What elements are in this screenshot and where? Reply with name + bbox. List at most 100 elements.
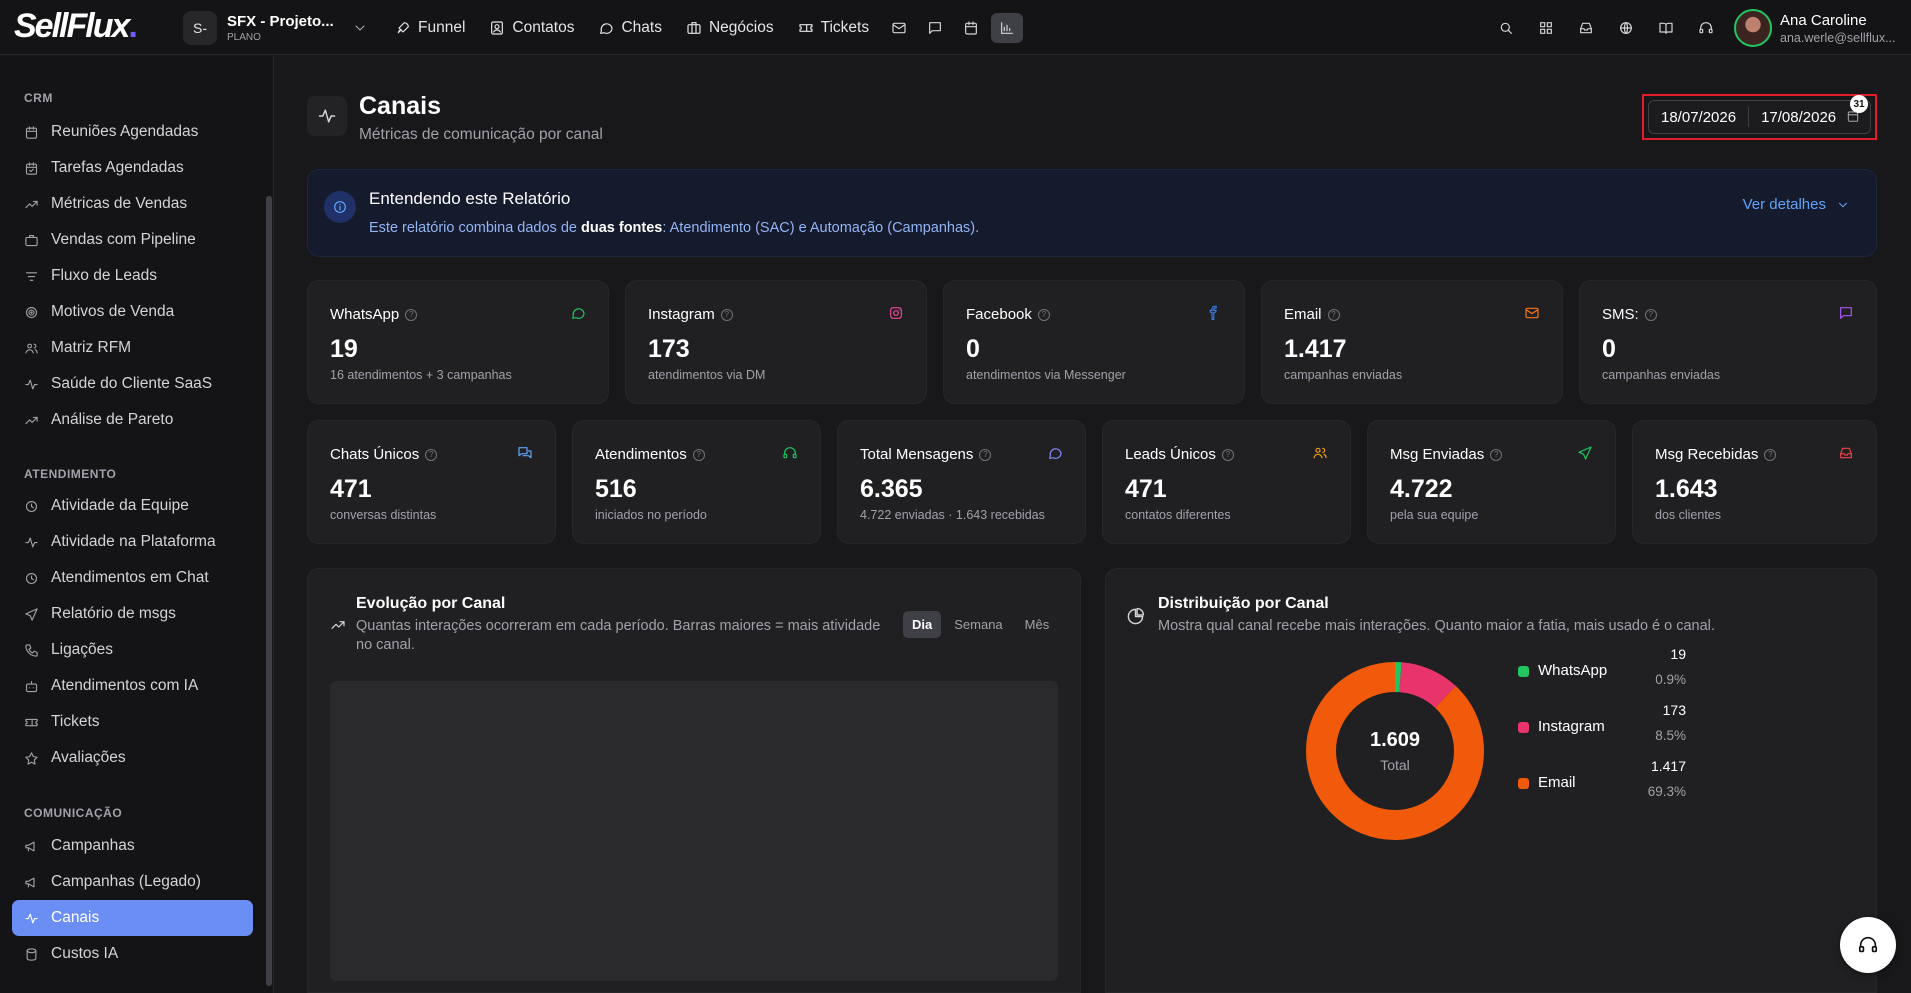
donut-slice-email[interactable]: [1306, 662, 1484, 840]
chat-icon: [600, 23, 614, 34]
sidebar-item-tickets[interactable]: Tickets: [12, 704, 253, 740]
card-instagram: Instagram? 173 atendimentos via DM: [625, 280, 927, 404]
sidebar-item-label: Fluxo de Leads: [51, 267, 157, 284]
sidebar-item-atividade-na-plataforma[interactable]: Atividade na Plataforma: [12, 524, 253, 560]
help-icon[interactable]: ?: [425, 448, 438, 461]
user-menu[interactable]: Ana Caroline ana.werle@sellflux...: [1734, 9, 1896, 47]
project-name: SFX - Projeto...: [227, 13, 334, 30]
tab-semana[interactable]: Semana: [954, 617, 1003, 632]
nav-reports[interactable]: [991, 13, 1024, 43]
megaphone-icon: [25, 841, 35, 851]
nav-contatos[interactable]: Contatos: [479, 12, 584, 44]
card-whatsapp: WhatsApp? 19 16 atendimentos + 3 campanh…: [307, 280, 609, 404]
docs-button[interactable]: [1650, 12, 1682, 44]
sidebar-item-motivos-de-venda[interactable]: Motivos de Venda: [12, 294, 253, 330]
help-icon[interactable]: ?: [1327, 308, 1340, 321]
sidebar-item-tarefas-agendadas[interactable]: Tarefas Agendadas: [12, 150, 253, 186]
date-range-field[interactable]: 18/07/2026 17/08/2026 31: [1648, 95, 1871, 134]
legend-item-email[interactable]: Email 1.417 69.3%: [1518, 758, 1686, 806]
sidebar-item-atividade-da-equipe[interactable]: Atividade da Equipe: [12, 488, 253, 524]
card-label: Chats Únicos?: [330, 446, 438, 463]
search-button[interactable]: [1490, 12, 1522, 44]
help-icon[interactable]: ?: [720, 308, 733, 321]
sidebar: CRM Reuniões Agendadas Tarefas Agendadas…: [0, 56, 274, 993]
card-label: Facebook?: [966, 306, 1050, 323]
sellflux-logo[interactable]: SellFlux.: [14, 7, 138, 45]
sidebar-item-analise-de-pareto[interactable]: Análise de Pareto: [12, 402, 253, 438]
sidebar-item-campanhas-legado[interactable]: Campanhas (Legado): [12, 864, 253, 900]
nav-messages[interactable]: [919, 13, 951, 43]
trending-up-icon: [25, 416, 38, 424]
info-title: Entendendo este Relatório: [369, 189, 571, 208]
sidebar-item-campanhas[interactable]: Campanhas: [12, 828, 253, 864]
tab-dia[interactable]: Dia: [903, 611, 942, 638]
sidebar-item-custos-ia[interactable]: Custos IA: [12, 936, 253, 972]
apps-button[interactable]: [1530, 12, 1562, 44]
ticket-icon: [25, 718, 38, 726]
sidebar-item-metricas-de-vendas[interactable]: Métricas de Vendas: [12, 186, 253, 222]
support-chat-button[interactable]: [1840, 917, 1896, 973]
sidebar-item-fluxo-de-leads[interactable]: Fluxo de Leads: [12, 258, 253, 294]
see-details-button[interactable]: Ver detalhes: [1743, 196, 1850, 213]
nav-calendar[interactable]: [955, 13, 987, 43]
help-icon[interactable]: ?: [1037, 308, 1050, 321]
date-end[interactable]: 17/08/2026: [1761, 108, 1837, 126]
nav-email[interactable]: [883, 13, 915, 43]
date-separator: [1748, 107, 1750, 127]
nav-chats[interactable]: Chats: [588, 12, 672, 44]
card-msg-enviadas: Msg Enviadas? 4.722 pela sua equipe: [1367, 420, 1616, 544]
calendar-check-icon: [25, 161, 38, 175]
calendar-icon[interactable]: [1846, 109, 1860, 123]
briefcase-icon: [687, 22, 701, 34]
help-icon[interactable]: ?: [1644, 308, 1657, 321]
sidebar-item-matriz-rfm[interactable]: Matriz RFM: [12, 330, 253, 366]
card-value: 173: [648, 335, 690, 363]
help-icon[interactable]: ?: [979, 448, 992, 461]
nav-negocios[interactable]: Negócios: [676, 12, 784, 44]
card-facebook: Facebook? 0 atendimentos via Messenger: [943, 280, 1245, 404]
legend-swatch: [1518, 666, 1529, 677]
inbox-button[interactable]: [1570, 12, 1602, 44]
project-plan: PLANO: [227, 32, 261, 43]
sidebar-scrollbar[interactable]: [266, 196, 272, 986]
help-icon[interactable]: ?: [1490, 448, 1503, 461]
message-circle-icon: [1049, 448, 1062, 459]
sidebar-item-relatorio-de-msgs[interactable]: Relatório de msgs: [12, 596, 253, 632]
legend-swatch: [1518, 778, 1529, 789]
headset-icon: [1858, 936, 1878, 953]
date-range-picker[interactable]: 18/07/2026 17/08/2026 31: [1642, 94, 1877, 140]
sidebar-item-ligacoes[interactable]: Ligações: [12, 632, 253, 668]
language-button[interactable]: [1610, 12, 1642, 44]
support-header-button[interactable]: [1690, 12, 1722, 44]
sidebar-item-canais[interactable]: Canais: [12, 900, 253, 936]
user-email: ana.werle@sellflux...: [1780, 30, 1896, 45]
card-label: SMS:?: [1602, 306, 1657, 323]
help-icon[interactable]: ?: [405, 308, 418, 321]
sidebar-item-reunioes-agendadas[interactable]: Reuniões Agendadas: [12, 114, 253, 150]
help-icon[interactable]: ?: [1764, 448, 1777, 461]
card-subtext: dos clientes: [1655, 508, 1722, 522]
mail-icon: [1525, 307, 1539, 319]
help-icon[interactable]: ?: [1221, 448, 1234, 461]
legend-item-whatsapp[interactable]: WhatsApp 19 0.9%: [1518, 646, 1686, 694]
sidebar-item-label: Análise de Pareto: [51, 411, 174, 428]
sidebar-item-label: Ligações: [51, 641, 114, 658]
card-label-text: WhatsApp: [330, 306, 400, 323]
card-value: 0: [966, 335, 980, 363]
tab-mes[interactable]: Mês: [1024, 617, 1050, 632]
sidebar-item-atendimentos-em-chat[interactable]: Atendimentos em Chat: [12, 560, 253, 596]
legend-item-instagram[interactable]: Instagram 173 8.5%: [1518, 702, 1686, 750]
help-icon[interactable]: ?: [692, 448, 705, 461]
project-selector[interactable]: S- SFX - Projeto... PLANO: [183, 11, 368, 45]
sidebar-item-atendimentos-com-ia[interactable]: Atendimentos com IA: [12, 668, 253, 704]
sidebar-item-vendas-com-pipeline[interactable]: Vendas com Pipeline: [12, 222, 253, 258]
card-label-text: Total Mensagens: [860, 446, 974, 463]
sidebar-item-saude-do-cliente[interactable]: Saúde do Cliente SaaS: [12, 366, 253, 402]
date-start[interactable]: 18/07/2026: [1661, 108, 1737, 126]
sidebar-item-avaliacoes[interactable]: Avaliações: [12, 740, 253, 776]
headset-icon: [1699, 22, 1713, 34]
nav-funnel[interactable]: Funnel: [385, 12, 475, 44]
nav-tickets[interactable]: Tickets: [788, 12, 880, 44]
trending-up-icon: [25, 200, 38, 208]
legend-name: Email: [1538, 774, 1576, 791]
